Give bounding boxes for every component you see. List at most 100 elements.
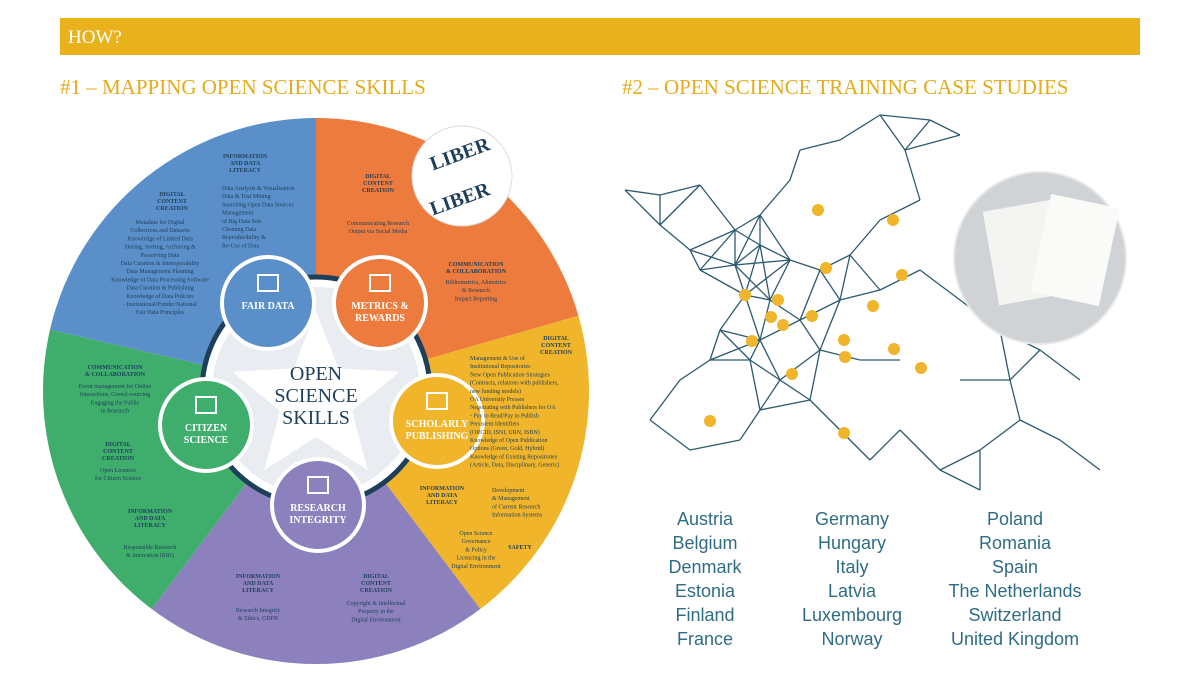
map-edge xyxy=(819,269,841,301)
skill-heading: CONTENT xyxy=(157,199,187,205)
map-edge xyxy=(839,254,851,301)
skill-item: Cleaning Data xyxy=(222,227,257,233)
skill-heading: AND DATA xyxy=(230,161,261,167)
map-dot xyxy=(915,362,927,374)
pillar-icon xyxy=(426,392,448,410)
skill-heading: DIGITAL xyxy=(159,192,185,198)
skill-item: Governance xyxy=(462,539,491,545)
map-edge xyxy=(849,254,881,291)
pillar-label: SCHOLARLY xyxy=(406,419,469,430)
skill-heading: & COLLABORATION xyxy=(85,372,146,378)
skill-heading: SAFETY xyxy=(508,545,532,551)
map-edge xyxy=(929,119,961,136)
map-dot xyxy=(704,415,716,427)
country: Austria xyxy=(677,509,734,529)
map-edge xyxy=(809,399,841,431)
map-edge xyxy=(719,294,746,331)
skill-item: Property in the xyxy=(358,609,394,615)
pillar-label: CITIZEN xyxy=(185,423,228,434)
map-edge xyxy=(1039,349,1081,381)
skill-heading: INFORMATION xyxy=(223,154,268,160)
map-edge xyxy=(839,114,881,141)
center-label: SKILLS xyxy=(282,407,350,429)
skill-item: Data Curation & Publishing xyxy=(126,286,193,292)
skill-item: Reproducibility & xyxy=(222,235,266,241)
pillar-label: REWARDS xyxy=(355,313,405,324)
skill-item: Knowledge of Data Processing Software xyxy=(111,276,209,283)
pillar-icon xyxy=(369,274,391,292)
country: Hungary xyxy=(818,533,886,553)
skill-item: Searching Open Data Sources xyxy=(222,202,294,208)
skill-heading: CREATION xyxy=(360,588,393,594)
skill-item: Storing, Sorting, Archiving & xyxy=(124,245,196,251)
skill-heading: CONTENT xyxy=(363,181,393,187)
skill-item: (Article, Data, Disciplinary, Generic) xyxy=(470,462,559,469)
skill-item: Knowledge of Open Publication xyxy=(470,437,547,444)
skill-heading: COMMUNICATION xyxy=(88,365,144,371)
skill-item: Management & Use of xyxy=(470,355,525,362)
skill-item: Re-Use of Data xyxy=(222,242,260,249)
skill-item: Information Systems xyxy=(492,512,543,519)
pillar-node xyxy=(332,255,428,351)
skill-item: Knowledge of Existing Repositories xyxy=(470,453,558,460)
map-dot xyxy=(812,204,824,216)
map-edge xyxy=(659,184,701,196)
map-edge xyxy=(789,259,821,271)
skill-item: Institutional Repositories xyxy=(470,364,531,370)
pillar-label: RESEARCH xyxy=(290,503,346,514)
map-edge xyxy=(689,229,736,251)
map-edge xyxy=(689,249,701,271)
skill-item: - Pay to Read/Pay to Publish xyxy=(470,413,539,419)
map-edge xyxy=(1009,379,1021,421)
map-dot xyxy=(739,289,751,301)
skill-heading: INFORMATION xyxy=(420,486,465,492)
map-dot xyxy=(887,214,899,226)
map-dot xyxy=(838,334,850,346)
skill-item: & Ethics, GDPR xyxy=(238,616,278,622)
skill-item: Interactions, Crowd-sourcing xyxy=(80,392,150,398)
map-edge xyxy=(839,289,881,301)
map-edge xyxy=(779,379,811,401)
map-edge xyxy=(719,329,751,361)
country: France xyxy=(677,629,733,649)
skill-heading: CREATION xyxy=(102,456,135,462)
skill-item: of Big Data Sets xyxy=(222,218,262,225)
skill-item: Development xyxy=(492,488,525,494)
skill-item: Knowledge of Data Policies xyxy=(126,293,194,300)
skill-item: of Current Research xyxy=(492,503,540,510)
country: Poland xyxy=(987,509,1043,529)
pillar-label: METRICS & xyxy=(351,301,409,312)
skill-item: Open Science xyxy=(459,531,492,537)
pillar-icon xyxy=(307,476,329,494)
country: Luxembourg xyxy=(802,605,902,625)
map-edge xyxy=(919,269,961,301)
map-edge xyxy=(759,214,791,261)
pillar-label: PUBLISHING xyxy=(406,431,469,442)
country: United Kingdom xyxy=(951,629,1079,649)
map-edge xyxy=(689,249,736,266)
map-edge xyxy=(869,429,901,461)
skill-item: Options (Green, Gold, Hybrid) xyxy=(470,445,544,452)
skill-item: Management xyxy=(222,211,254,217)
skill-item: Output via Social Media xyxy=(349,229,408,235)
skill-heading: DIGITAL xyxy=(105,442,131,448)
skill-heading: COMMUNICATION xyxy=(449,262,505,268)
map-edge xyxy=(1019,419,1061,441)
section-title: #2 – OPEN SCIENCE TRAINING CASE STUDIES xyxy=(622,75,1068,99)
header-bar xyxy=(60,18,1140,55)
map-dot xyxy=(867,300,879,312)
map-edge xyxy=(759,244,791,261)
map-edge xyxy=(659,224,691,251)
map-edge xyxy=(779,349,821,381)
map-dot xyxy=(777,319,789,331)
skill-item: Communicating Research xyxy=(347,221,409,227)
map-edge xyxy=(699,229,736,271)
skill-item: new funding models) xyxy=(470,388,521,395)
skill-item: Digital Environment xyxy=(451,564,501,570)
map-edge xyxy=(739,409,761,441)
skill-item: & Innovation (RRI) xyxy=(126,552,174,559)
country: Finland xyxy=(675,605,734,625)
map-edge xyxy=(744,244,761,296)
pillar-node xyxy=(389,373,485,469)
